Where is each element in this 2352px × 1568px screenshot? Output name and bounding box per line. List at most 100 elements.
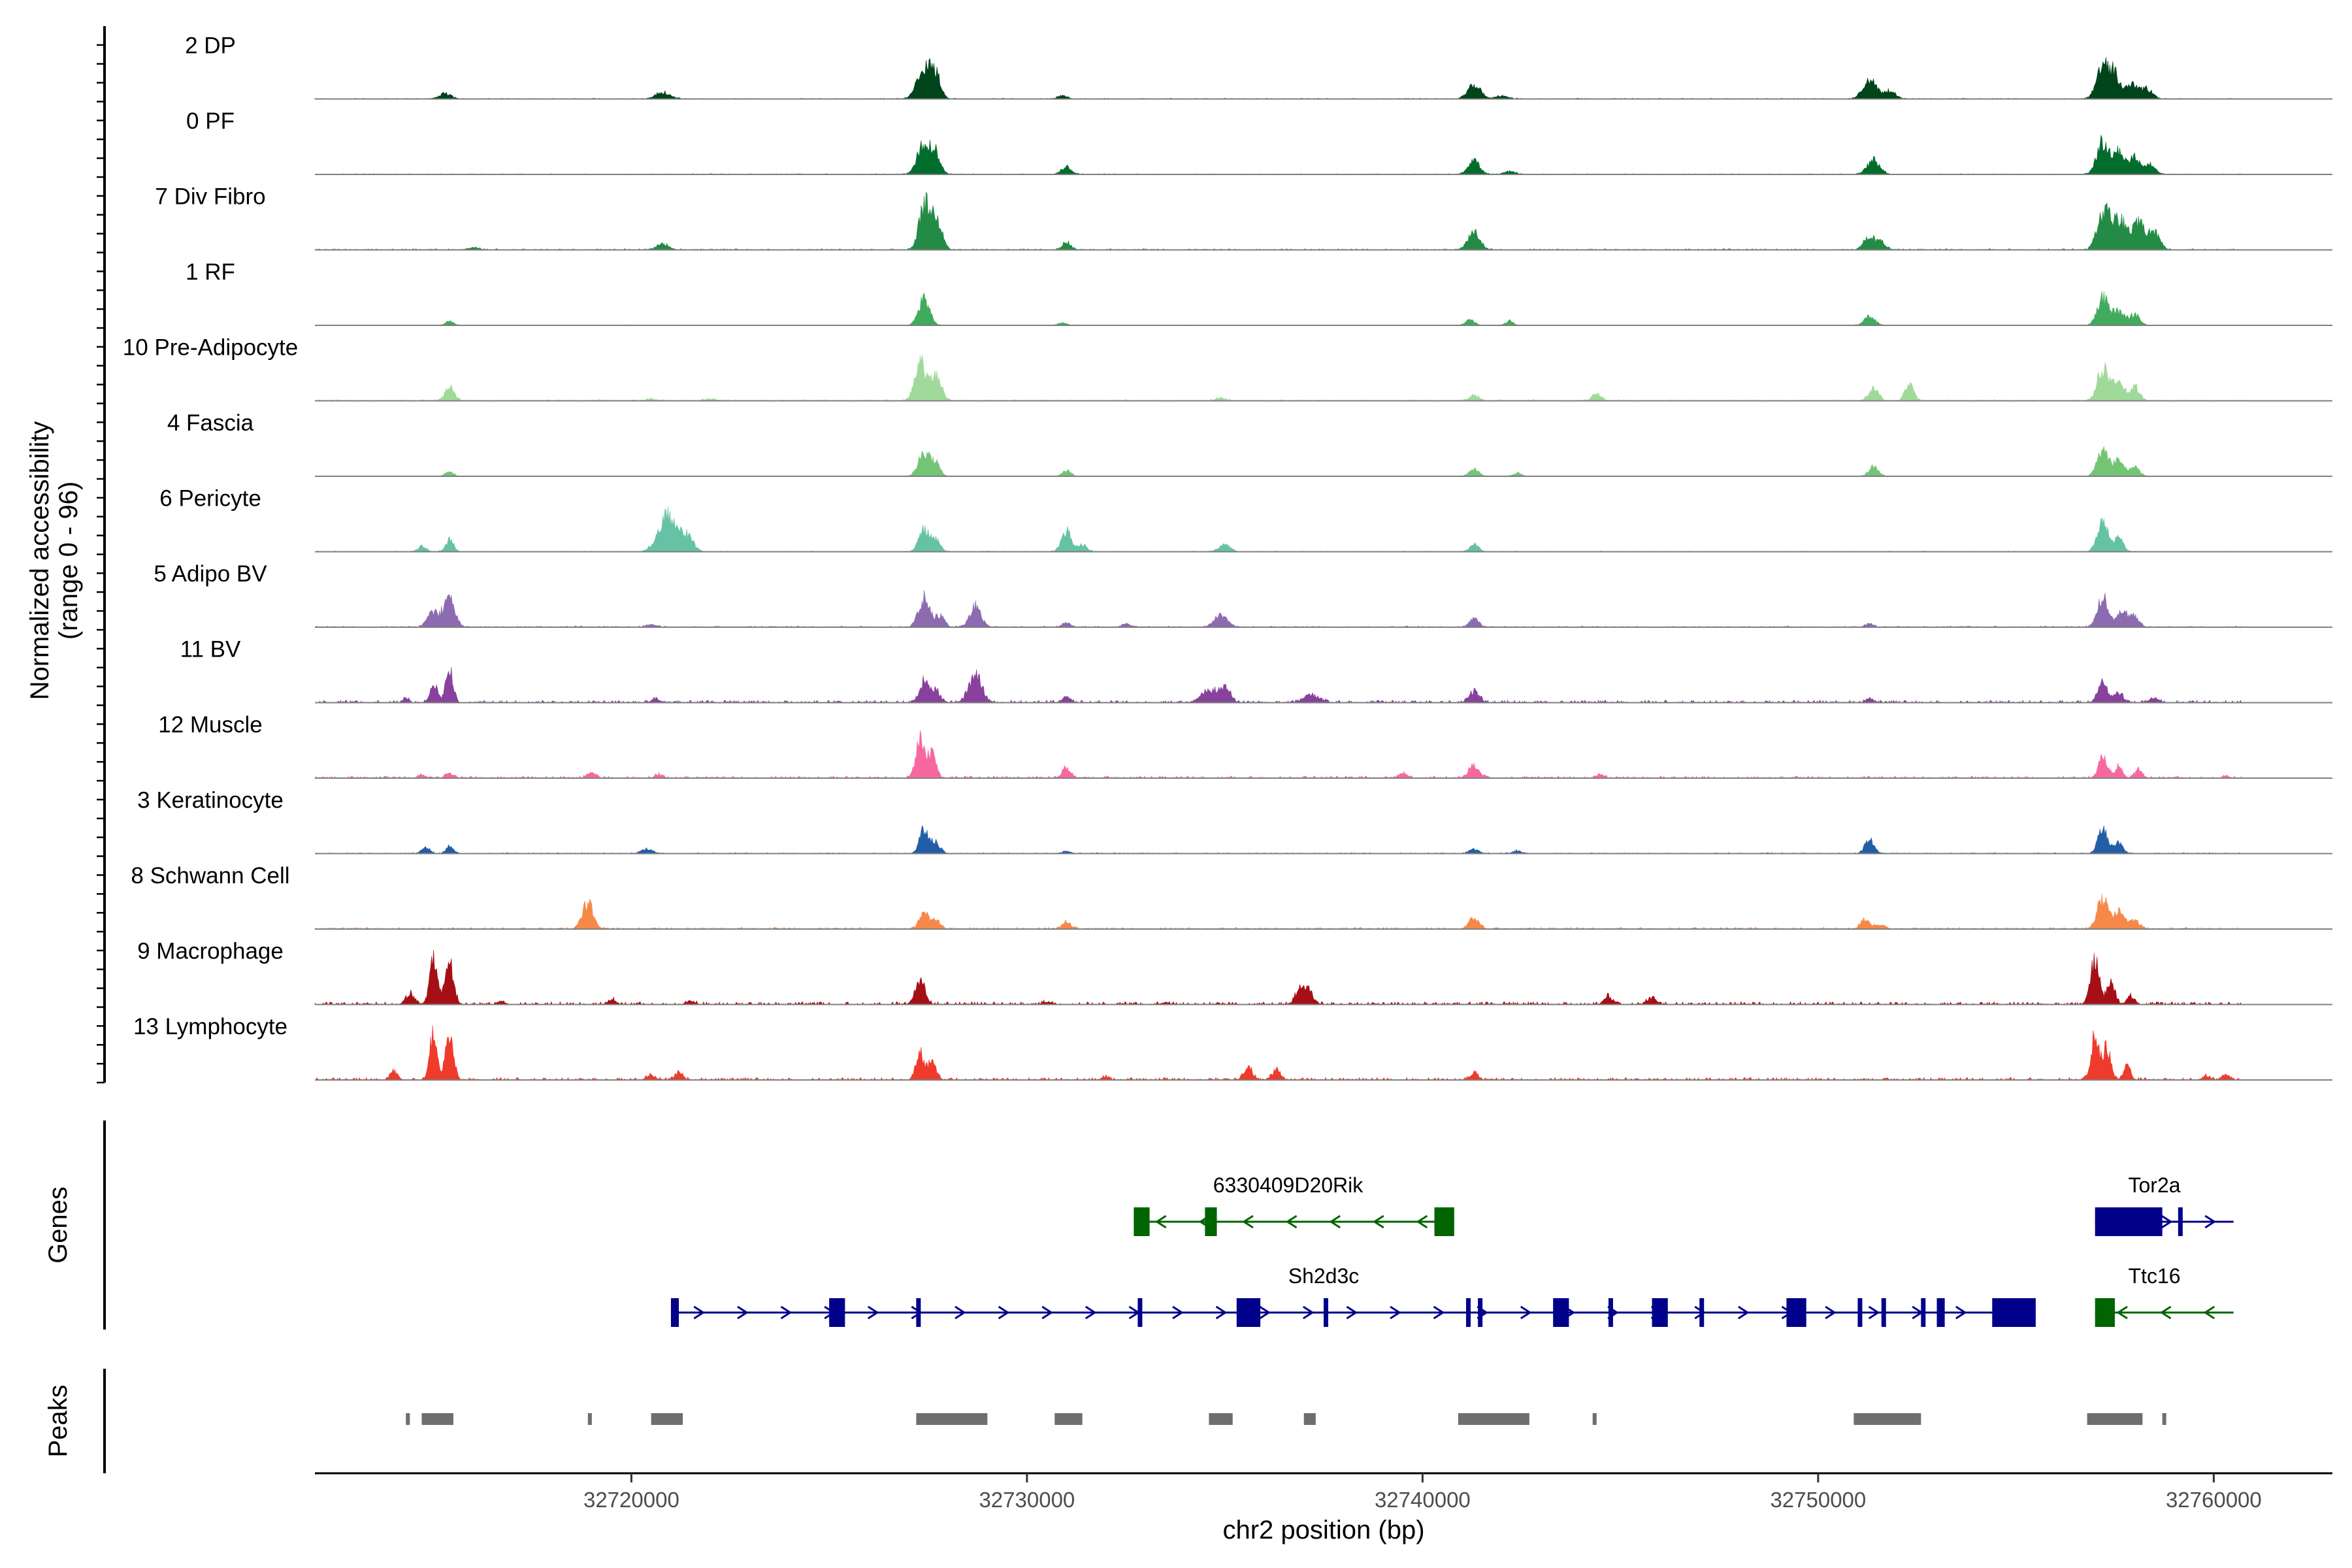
accessibility-tracks: 2 DP 0 PF 7 Div Fibro 1 RF 10 Pre-Adipocyte 4… [123,33,2332,1081]
strand-arrow [2203,1305,2215,1320]
gene-exon [1992,1298,2036,1327]
strand-arrow [1955,1305,1967,1320]
track-1-rf: 1 RF [186,259,2332,326]
strand-arrow [1242,1215,1254,1229]
peak-region [587,1413,592,1425]
strand-arrow [1346,1305,1358,1320]
strand-arrow [1416,1215,1428,1229]
gene-exon [916,1298,921,1327]
track-7-div-fibro: 7 Div Fibro [155,184,2332,251]
gene-name-label: Ttc16 [2129,1264,2181,1288]
strand-arrow [1085,1305,1097,1320]
gene-name-label: 6330409D20Rik [1213,1173,1364,1197]
track-label: 4 Fascia [167,410,254,436]
gene-exon [1881,1298,1886,1327]
peak-region [1458,1413,1529,1425]
gene-exon [1134,1207,1150,1236]
gene-name-label: Sh2d3c [1288,1264,1360,1288]
peak-region [421,1413,453,1425]
strand-arrow [1215,1305,1228,1320]
track-9-macrophage: 9 Macrophage [137,939,2332,1005]
x-axis-ticks: 32720000 32730000 32740000 32750000 32760000 [583,1473,2262,1512]
gene-exon [1553,1298,1569,1327]
gene-exon [1236,1298,1261,1327]
signal-area [315,354,2242,401]
gene-exon [1434,1207,1454,1236]
track-0-pf: 0 PF [186,108,2332,175]
strand-arrow [1868,1305,1880,1320]
y-axis-title-line-1: Normalized accessibility [25,421,54,700]
gene-exon [1699,1298,1705,1327]
gene-exon [829,1298,845,1327]
strand-arrow [1172,1305,1184,1320]
strand-arrow [1825,1305,1837,1320]
gene-tor2a: Tor2a [2095,1173,2234,1236]
strand-arrow [1329,1215,1341,1229]
signal-area [315,135,2242,175]
gene-exon [1478,1298,1483,1327]
strand-arrow [1259,1305,1271,1320]
strand-arrow [2161,1215,2173,1229]
peak-region [1303,1413,1316,1425]
peaks-panel-label: Peaks [44,1384,73,1457]
strand-arrow [1433,1305,1445,1320]
strand-arrow [1041,1305,1053,1320]
gene-name-label: Tor2a [2129,1173,2181,1197]
signal-area [315,1025,2242,1081]
track-label: 10 Pre-Adipocyte [123,335,298,361]
gene-exon [1936,1298,1945,1327]
peak-region [1054,1413,1083,1425]
y-axis-title-line-2: (range 0 - 96) [54,482,83,640]
gene-ttc16: Ttc16 [2095,1264,2234,1327]
gene-exon [1921,1298,1926,1327]
track-10-pre-adipocyte: 10 Pre-Adipocyte [123,335,2332,402]
gene-exon [2095,1298,2115,1327]
signal-area [314,291,2242,326]
strand-arrow [780,1305,792,1320]
gene-exon [670,1298,679,1327]
strand-arrow [1372,1215,1384,1229]
peak-region [1592,1413,1597,1425]
signal-area [314,893,2242,930]
signal-area [315,506,2242,552]
y-axis [97,26,106,1084]
strand-arrow [693,1305,706,1320]
gene-exon [1465,1298,1471,1327]
strand-arrow [1390,1305,1401,1320]
strand-arrow [2159,1305,2172,1320]
track-label: 0 PF [186,108,235,134]
gene-exon [1652,1298,1668,1327]
gene-exon [1786,1298,1806,1327]
track-label: 11 BV [180,637,241,662]
gene-exon [1608,1298,1613,1327]
signal-area [314,730,2242,779]
peak-region [2162,1413,2166,1425]
peak-region [1854,1413,1921,1425]
gene-6330409d20rik: 6330409D20Rik [1134,1173,1454,1236]
track-11-bv: 11 BV [180,637,2332,704]
signal-area [314,57,2242,99]
genes-panel-label: Genes [44,1186,73,1264]
peak-region [916,1413,988,1425]
peak-region [651,1413,683,1425]
x-tick-label: 32740000 [1375,1488,1471,1512]
track-4-fascia: 4 Fascia [167,410,2332,477]
strand-arrow [1285,1215,1298,1229]
x-tick-label: 32760000 [2166,1488,2262,1512]
track-2-dp: 2 DP [185,33,2332,100]
strand-arrow [2116,1305,2128,1320]
track-label: 2 DP [185,33,236,59]
track-label: 8 Schwann Cell [131,863,289,889]
strand-arrow [1520,1305,1532,1320]
strand-arrow [1738,1305,1750,1320]
signal-area [314,825,2242,854]
gene-exon [2095,1207,2163,1236]
peaks-panel [406,1413,2166,1425]
gene-exon [1205,1207,1217,1236]
strand-arrow [1154,1215,1167,1229]
track-label: 3 Keratinocyte [137,788,284,813]
signal-area [314,191,2242,250]
peak-region [2087,1413,2143,1425]
track-12-muscle: 12 Muscle [158,712,2332,779]
strand-arrow [737,1305,749,1320]
